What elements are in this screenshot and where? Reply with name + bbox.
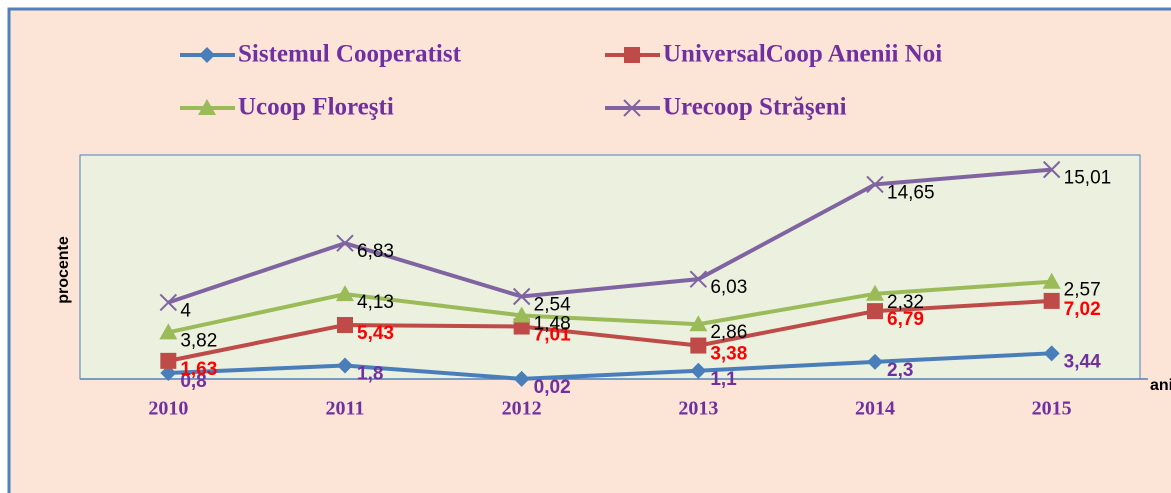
x-tick-label: 2015 [1032, 398, 1072, 420]
marker [513, 318, 530, 335]
data-label: 4,13 [357, 292, 394, 313]
data-label: 7,01 [534, 325, 571, 346]
marker [337, 357, 353, 374]
data-label: 7,02 [1064, 299, 1101, 320]
marker [689, 315, 708, 332]
x-tick-label: 2013 [678, 398, 718, 420]
marker [866, 284, 884, 301]
marker [336, 285, 354, 302]
data-label: 1,48 [534, 313, 571, 334]
marker [866, 175, 884, 194]
marker [1042, 160, 1061, 179]
marker [336, 234, 354, 252]
data-label: 1,8 [357, 364, 383, 385]
legend-label: UniversalCoop Anenii Noi [663, 41, 942, 68]
series-line [167, 279, 1052, 335]
marker [690, 337, 707, 354]
data-label: 2,3 [887, 360, 913, 381]
x-tick-label: 2012 [502, 398, 542, 420]
data-label: 3,38 [710, 344, 747, 365]
marker [159, 323, 178, 340]
series-line [167, 167, 1052, 305]
series-line [167, 298, 1052, 363]
data-label: 2,86 [710, 322, 747, 343]
legend-marker [624, 47, 640, 63]
marker [160, 352, 177, 369]
legend-label: Sistemul Cooperatist [238, 41, 462, 68]
marker [512, 306, 531, 323]
data-label: 0,02 [534, 377, 571, 398]
data-label: 14,65 [887, 182, 935, 203]
marker [689, 270, 708, 288]
marker [337, 317, 353, 334]
data-label: 15,01 [1064, 168, 1112, 189]
marker [1043, 292, 1060, 309]
legend-label: Ucoop Floreşti [238, 94, 394, 121]
data-label: 2,54 [534, 295, 571, 316]
x-tick-label: 2014 [855, 398, 895, 420]
series-line [168, 351, 1052, 381]
marker [513, 370, 530, 387]
data-label: 6,79 [887, 309, 924, 330]
marker [867, 303, 883, 320]
legend-marker [199, 47, 215, 63]
x-tick-label: 2010 [148, 398, 188, 420]
data-label: 5,43 [357, 323, 394, 344]
data-label: 1,1 [710, 369, 737, 390]
marker [160, 365, 177, 382]
marker [512, 287, 531, 306]
data-label: 4 [180, 300, 191, 321]
x-tick-label: 2011 [326, 398, 365, 420]
data-label: 2,32 [887, 292, 924, 313]
marker [159, 293, 178, 312]
marker [1043, 345, 1060, 362]
data-label: 2,57 [1064, 280, 1101, 301]
marker [867, 353, 883, 370]
marker [1042, 272, 1061, 289]
legend-marker [623, 99, 641, 117]
data-label: 0,8 [180, 371, 206, 392]
x-axis-label: anii [1150, 377, 1171, 394]
y-axis-label: procente [55, 236, 72, 304]
data-label: 6,03 [710, 277, 747, 298]
data-label: 3,82 [180, 330, 217, 351]
data-label: 6,83 [357, 241, 394, 262]
legend-marker [198, 99, 216, 115]
data-label: 3,44 [1064, 351, 1101, 372]
marker [690, 362, 707, 379]
data-label: 1,63 [180, 359, 217, 380]
legend-label: Urecoop Străşeni [663, 94, 847, 121]
